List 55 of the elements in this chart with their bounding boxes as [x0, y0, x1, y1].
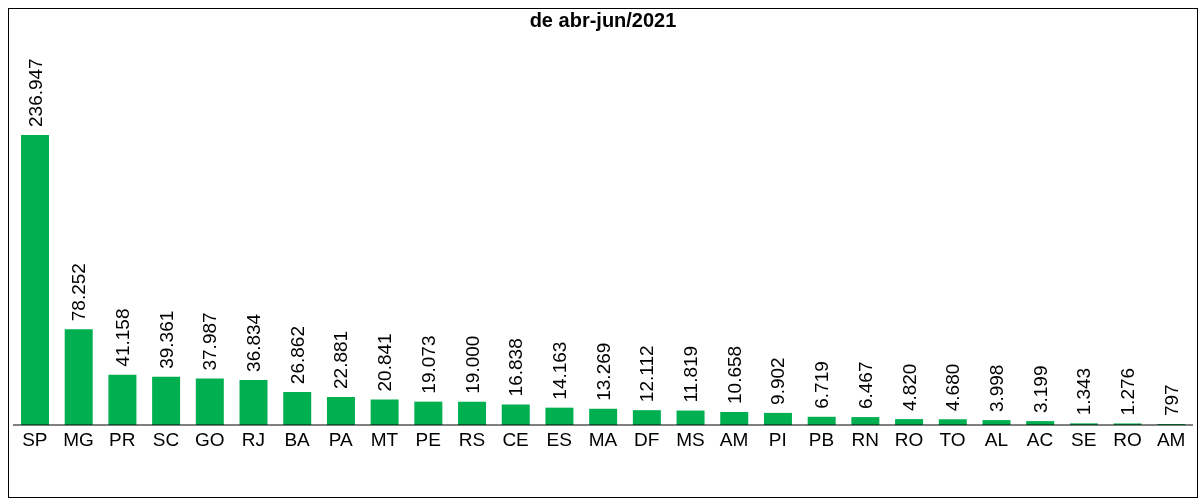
data-label: 20.841	[374, 333, 396, 392]
x-tick-label: RS	[458, 429, 486, 451]
data-label: 12.112	[636, 345, 658, 403]
data-label: 36.834	[243, 313, 265, 372]
x-tick-label: SC	[152, 429, 180, 451]
data-label: 16.838	[505, 338, 527, 397]
data-label: 236.947	[24, 58, 46, 127]
x-tick-label: SE	[1071, 429, 1097, 451]
data-label: 6.467	[854, 361, 876, 410]
x-tick-label: ES	[546, 429, 572, 451]
x-tick-label: CE	[502, 429, 529, 451]
data-label: 3.998	[985, 364, 1007, 413]
data-label: 41.158	[111, 308, 133, 367]
x-tick-label: AM	[1156, 429, 1186, 451]
x-tick-label: RN	[851, 429, 879, 451]
x-tick-label: PE	[415, 429, 441, 451]
data-label: 13.269	[592, 342, 614, 401]
data-label: 26.862	[286, 326, 308, 385]
x-tick-label: RJ	[241, 429, 265, 451]
x-tick-label: MS	[676, 429, 705, 451]
x-tick-label: SP	[22, 429, 48, 451]
data-label: 78.252	[68, 263, 90, 322]
x-tick-label: MG	[63, 429, 94, 451]
data-label: 9.902	[767, 357, 789, 405]
data-label: 39.361	[155, 310, 177, 369]
data-label: 1.276	[1117, 367, 1139, 416]
data-label: 37.987	[199, 312, 221, 371]
x-tick-label: RO	[1113, 429, 1142, 451]
data-label: 10.658	[723, 345, 745, 404]
data-label: 797	[1160, 384, 1182, 417]
data-label: 4.820	[898, 363, 920, 412]
x-tick-label: PI	[768, 429, 787, 451]
chart-title: de abr-jun/2021	[528, 9, 678, 33]
x-tick-label: TO	[939, 429, 966, 451]
x-tick-label: PA	[328, 429, 354, 451]
x-tick-label: AM	[719, 429, 749, 451]
x-tick-label: AC	[1026, 429, 1054, 451]
data-label: 19.000	[461, 335, 483, 394]
x-tick-label: PR	[109, 429, 136, 451]
data-label: 22.881	[330, 330, 352, 389]
x-tick-label: DF	[634, 429, 660, 451]
data-label: 14.163	[548, 341, 570, 400]
x-tick-label: MT	[370, 429, 399, 451]
data-label: 6.719	[811, 361, 833, 409]
x-tick-label: MA	[588, 429, 618, 451]
data-label: 1.343	[1073, 367, 1095, 416]
x-tick-label: PB	[808, 429, 835, 451]
data-label: 4.680	[942, 363, 964, 412]
x-tick-label: RO	[894, 429, 924, 451]
x-tick-label: BA	[284, 429, 311, 451]
x-tick-label: AL	[984, 429, 1008, 451]
data-label: 11.819	[680, 345, 702, 403]
x-tick-label: GO	[194, 429, 225, 451]
data-label: 19.073	[417, 335, 439, 394]
data-label: 3.199	[1029, 365, 1051, 414]
